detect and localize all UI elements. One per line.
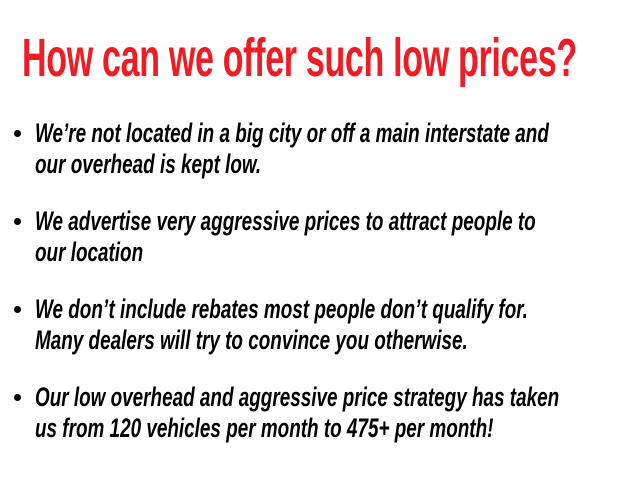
bullet-icon (14, 130, 21, 137)
bullet-icon (14, 394, 21, 401)
bullet-text: We don’t include rebates most people don… (35, 294, 528, 324)
slide-title: How can we offer such low prices? (22, 28, 577, 88)
bullet-text: We’re not located in a big city or off a… (35, 118, 549, 148)
bullet-icon (14, 218, 21, 225)
bullet-text: Our low overhead and aggressive price st… (35, 382, 560, 412)
bullet-text: our overhead is kept low. (35, 149, 262, 179)
bullet-text: our location (35, 237, 144, 267)
bullet-text: Many dealers will try to convince you ot… (35, 325, 468, 355)
bullet-text: us from 120 vehicles per month to 475+ p… (35, 413, 494, 443)
bullet-text: We advertise very aggressive prices to a… (35, 206, 536, 236)
bullet-icon (14, 306, 21, 313)
